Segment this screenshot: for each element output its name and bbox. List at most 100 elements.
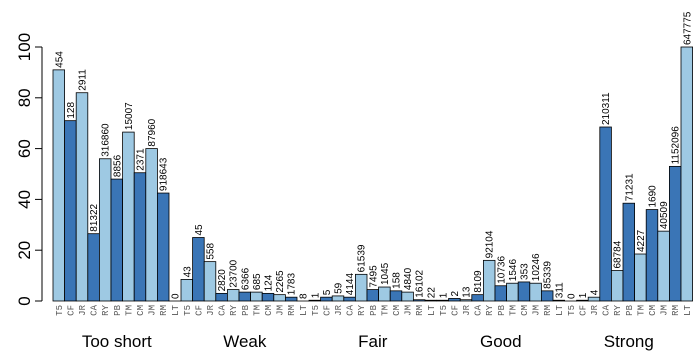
subcategory-label: TM [636, 305, 646, 316]
subcategory-label: TM [380, 305, 390, 316]
bar [250, 291, 263, 302]
subcategory-label: CF [578, 305, 588, 316]
subcategory-label: PB [625, 304, 635, 315]
bar [378, 286, 391, 302]
bar [506, 282, 519, 302]
bar-value-label: 1690 [648, 185, 659, 208]
subcategory-label: T5 [311, 305, 321, 316]
bar-value-label: 7495 [368, 265, 379, 288]
subcategory-label: TM [124, 305, 134, 316]
subcategory-label: JM [660, 305, 670, 316]
bar [680, 46, 694, 302]
bar-value-label: 8 [298, 293, 309, 299]
bar-value-label: 4 [590, 289, 601, 295]
subcategory-label: CA [474, 304, 484, 315]
bar-value-label: 71231 [624, 173, 635, 201]
subcategory-label: JR [78, 304, 88, 315]
subcategory-label: RY [613, 304, 623, 315]
bar [634, 253, 647, 302]
bar [284, 296, 298, 302]
bar [145, 148, 158, 302]
bar [576, 299, 589, 302]
bar [669, 165, 682, 302]
bar-value-label: 59 [334, 282, 345, 294]
y-axis: 0 20 40 60 80 100 [15, 33, 43, 306]
bar-value-label: 685 [252, 273, 263, 290]
subcategory-label: LT [683, 304, 693, 315]
subcategory-label: T5 [567, 305, 577, 316]
bar [529, 282, 542, 302]
bar [459, 299, 473, 302]
bar-value-label: 85339 [543, 261, 554, 289]
bar [215, 292, 228, 302]
bar-value-label: 45 [194, 224, 205, 236]
subcategory-label: RM [671, 305, 681, 316]
bar-value-label: 23700 [229, 259, 240, 287]
bar-value-label: 87960 [147, 118, 158, 146]
y-tick-label: 40 [15, 190, 34, 209]
bar-value-label: 4144 [345, 273, 356, 296]
category-label: Good [480, 332, 522, 351]
y-tick-label: 80 [15, 88, 34, 107]
bar [99, 158, 112, 302]
bar [366, 289, 380, 302]
subcategory-label: CA [218, 304, 228, 315]
bar-labels-layer: 4541282911813223168608856150072371879609… [54, 11, 693, 299]
bar [436, 299, 450, 302]
bar-value-label: 0 [566, 293, 577, 299]
bars-layer [52, 46, 694, 302]
subcategory-label: PB [369, 304, 379, 315]
subcategory-label: CM [392, 305, 402, 316]
subcategory-label: RM [415, 305, 425, 316]
bar-value-label: 2820 [217, 269, 228, 292]
subcategory-label: CM [264, 305, 274, 316]
bar-value-label: 1546 [508, 259, 519, 282]
bar-value-label: 0 [170, 293, 181, 299]
bar-value-label: 5 [322, 289, 333, 295]
subcategory-label: CM [520, 305, 530, 316]
bar [354, 273, 368, 302]
subcategory-label: CF [450, 305, 460, 316]
subcategory-label: CF [66, 305, 76, 316]
subcategory-labels-layer: T5 CF JR CA RY PB TM CM JM RM LT T5 CF JR CA RY PB TM CM JM… [55, 304, 693, 315]
bar [412, 299, 426, 302]
bar [599, 126, 612, 302]
bar-value-label: 81322 [89, 203, 100, 231]
subcategory-label: CF [194, 305, 204, 316]
bar-value-label: 4227 [636, 229, 647, 252]
bar [238, 291, 252, 302]
category-label: Fair [358, 332, 388, 351]
bar-value-label: 454 [54, 51, 65, 68]
category-label: Strong [604, 332, 654, 351]
category-label: Too short [82, 332, 152, 351]
bar [645, 209, 659, 302]
bar-value-label: 8856 [112, 154, 123, 177]
bar [203, 261, 217, 302]
bar [448, 298, 461, 302]
subcategory-label: PB [113, 304, 123, 315]
bar [122, 131, 135, 302]
y-tick-label: 20 [15, 241, 34, 260]
subcategory-label: T5 [439, 305, 449, 316]
bar [657, 230, 670, 302]
subcategory-label: RM [159, 305, 169, 316]
subcategory-label: RM [287, 305, 297, 316]
subcategory-label: JM [532, 305, 542, 316]
bar-value-label: 647775 [682, 11, 693, 45]
bar [273, 294, 286, 302]
subcategory-label: RM [543, 305, 553, 316]
subcategory-label: PB [497, 304, 507, 315]
bar [308, 299, 322, 302]
bar [622, 202, 636, 302]
subcategory-label: JR [206, 304, 216, 315]
subcategory-label: RY [101, 304, 111, 315]
category-label: Weak [223, 332, 267, 351]
bar-value-label: 128 [66, 102, 77, 119]
subcategory-label: LT [299, 304, 309, 315]
bar [482, 259, 496, 302]
bar-value-label: 1 [438, 292, 449, 298]
subcategory-label: RY [485, 304, 495, 315]
bar [226, 289, 240, 302]
bar [343, 296, 356, 302]
bar [110, 178, 124, 302]
